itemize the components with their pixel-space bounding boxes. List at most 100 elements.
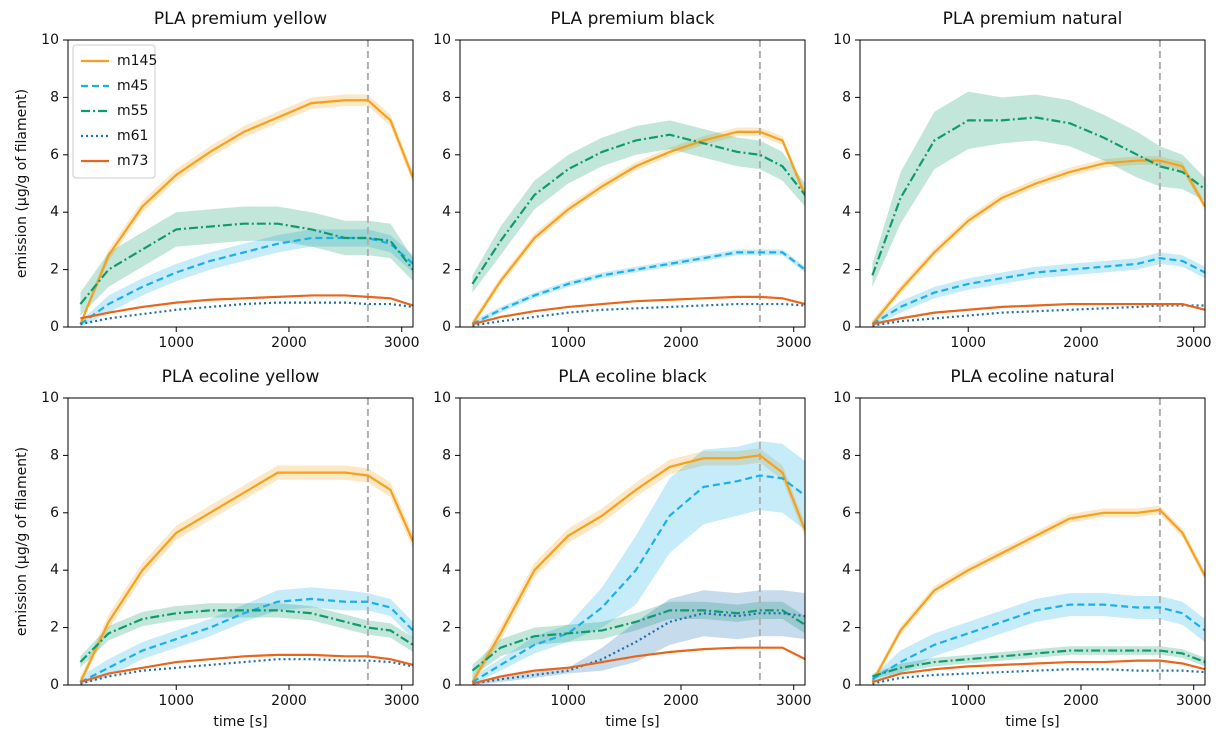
confidence-band xyxy=(872,505,1205,685)
series-line xyxy=(471,251,805,326)
confidence-band xyxy=(80,465,413,685)
y-axis-label: emission (µg/g of filament) xyxy=(14,89,30,278)
y-tick-label: 10 xyxy=(41,390,59,406)
series-line xyxy=(80,294,413,320)
y-tick-label: 0 xyxy=(442,677,451,693)
x-tick-label: 3000 xyxy=(1176,693,1212,709)
x-tick-label: 2000 xyxy=(663,335,699,351)
legend: m145 m45 m55 m61 m73 xyxy=(72,44,157,179)
confidence-band xyxy=(472,601,805,677)
series-line xyxy=(872,659,1205,684)
x-tick-label: 2000 xyxy=(271,335,307,351)
series-line xyxy=(80,301,413,326)
y-tick-label: 8 xyxy=(842,447,851,463)
series-line xyxy=(871,116,1205,276)
series-line xyxy=(871,159,1205,325)
y-tick-label: 4 xyxy=(442,204,451,220)
axes-frame xyxy=(459,39,806,328)
y-tick-label: 8 xyxy=(842,89,851,105)
confidence-band xyxy=(472,441,805,685)
subplot: PLA premium yellow emission (µg/g of fila… xyxy=(14,9,420,351)
x-axis-label: time [s] xyxy=(605,714,659,730)
x-axis-label: time [s] xyxy=(1005,714,1059,730)
y-tick-label: 6 xyxy=(842,505,851,521)
subplot-title: PLA ecoline yellow xyxy=(162,367,320,387)
x-tick-label: 2000 xyxy=(271,693,307,709)
axes-frame xyxy=(859,39,1206,328)
subplot-title: PLA ecoline natural xyxy=(950,367,1114,387)
series-line xyxy=(79,609,413,663)
y-tick-label: 10 xyxy=(833,390,851,406)
y-tick-label: 2 xyxy=(842,620,851,636)
x-tick-label: 2000 xyxy=(1063,335,1099,351)
confidence-band xyxy=(472,590,805,685)
subplot: PLA premium black 0 2 4 6 8 10 1000 2000 3000 xyxy=(433,9,811,351)
y-tick-label: 4 xyxy=(50,204,59,220)
y-tick-label: 10 xyxy=(833,32,851,48)
axes-frame xyxy=(459,397,806,686)
confidence-band xyxy=(872,646,1205,680)
series-line xyxy=(472,302,805,327)
y-tick-label: 6 xyxy=(442,147,451,163)
series-line xyxy=(471,474,805,684)
x-tick-label: 1000 xyxy=(550,335,586,351)
plot-area xyxy=(79,40,413,327)
subplot: PLA ecoline yellow emission (µg/g of fila… xyxy=(14,367,420,730)
y-axis-label: emission (µg/g of filament) xyxy=(14,447,30,636)
series-line xyxy=(79,471,413,683)
x-axis-label: time [s] xyxy=(213,714,267,730)
series-line xyxy=(79,222,413,305)
subplot: PLA ecoline natural time [s] 0 2 4 6 8 10 1000 20… xyxy=(833,367,1211,730)
x-tick-label: 1000 xyxy=(550,693,586,709)
x-tick-label: 2000 xyxy=(1063,693,1099,709)
y-tick-label: 6 xyxy=(842,147,851,163)
subplot-title: PLA premium black xyxy=(550,9,714,29)
axes-frame xyxy=(67,397,414,686)
y-tick-label: 6 xyxy=(442,505,451,521)
y-tick-label: 2 xyxy=(50,262,59,278)
y-tick-label: 8 xyxy=(442,447,451,463)
plot-area xyxy=(79,398,413,685)
y-tick-label: 0 xyxy=(442,319,451,335)
series-line xyxy=(472,612,805,685)
series-line xyxy=(472,295,805,326)
legend-label: m145 xyxy=(117,53,157,69)
series-line xyxy=(80,653,413,684)
x-tick-label: 3000 xyxy=(776,693,812,709)
confidence-band xyxy=(80,587,413,685)
y-tick-label: 8 xyxy=(50,447,59,463)
y-tick-label: 10 xyxy=(41,32,59,48)
y-tick-label: 0 xyxy=(842,677,851,693)
series-line xyxy=(871,508,1205,683)
legend-label: m61 xyxy=(117,128,148,144)
y-tick-label: 4 xyxy=(442,562,451,578)
series-line xyxy=(872,649,1205,678)
series-line xyxy=(471,130,805,325)
legend-label: m45 xyxy=(117,78,148,94)
y-tick-label: 6 xyxy=(50,147,59,163)
confidence-band xyxy=(472,127,805,327)
x-tick-label: 1000 xyxy=(158,693,194,709)
series-line xyxy=(79,99,413,325)
y-tick-label: 6 xyxy=(50,505,59,521)
x-tick-label: 3000 xyxy=(776,335,812,351)
subplot-title: PLA premium natural xyxy=(943,9,1123,29)
y-tick-label: 2 xyxy=(442,620,451,636)
confidence-band xyxy=(872,593,1205,683)
subplot: PLA ecoline black time [s] 0 2 4 6 8 10 1000 2000… xyxy=(433,367,811,730)
series-line xyxy=(471,454,805,683)
x-tick-label: 2000 xyxy=(663,693,699,709)
x-tick-label: 3000 xyxy=(384,335,420,351)
y-tick-label: 2 xyxy=(442,262,451,278)
legend-label: m73 xyxy=(117,153,148,169)
x-tick-label: 1000 xyxy=(950,335,986,351)
series-line xyxy=(471,133,805,285)
subplot-title: PLA ecoline black xyxy=(558,367,707,387)
y-tick-label: 0 xyxy=(842,319,851,335)
y-tick-label: 2 xyxy=(50,620,59,636)
y-tick-label: 2 xyxy=(842,262,851,278)
y-tick-label: 4 xyxy=(842,204,851,220)
plot-area xyxy=(471,40,805,327)
series-line xyxy=(79,236,413,326)
y-tick-label: 8 xyxy=(442,89,451,105)
